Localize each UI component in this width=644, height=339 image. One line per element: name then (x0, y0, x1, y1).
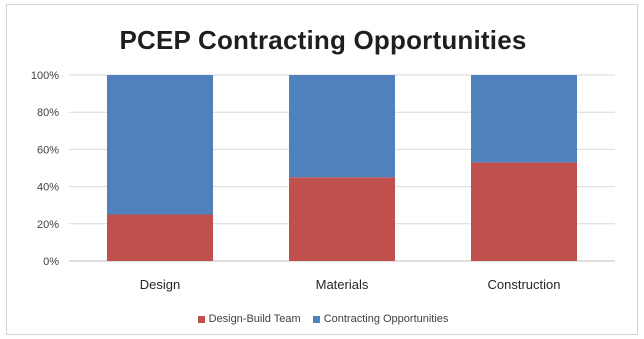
bar-design-contracting-opportunities (107, 75, 213, 215)
legend-item-design-build-team: Design-Build Team (197, 313, 301, 325)
x-category-label: Materials (316, 277, 369, 292)
y-tick-label: 100% (31, 70, 59, 82)
bar-design-design-build-team (107, 214, 213, 261)
legend-label-design-build-team: Design-Build Team (208, 313, 301, 325)
bar-construction-design-build-team (471, 162, 577, 261)
legend-item-contracting-opportunities: Contracting Opportunities (312, 313, 449, 325)
y-tick-label: 60% (37, 144, 59, 156)
y-tick-label: 40% (37, 182, 59, 194)
x-axis-categories: Design Materials Construction (140, 277, 561, 292)
x-category-label: Construction (488, 277, 561, 292)
y-axis-ticks: 0% 20% 40% 60% 80% 100% (31, 70, 59, 268)
y-tick-label: 0% (43, 256, 59, 268)
legend-swatch-contracting-opportunities (312, 315, 320, 323)
bar-construction-contracting-opportunities (471, 75, 577, 163)
chart-frame: PCEP Contracting Opportunities 0% 20% 40% 6… (6, 4, 638, 335)
bar-materials-contracting-opportunities (289, 75, 395, 178)
y-tick-label: 20% (37, 219, 59, 231)
legend-swatch-design-build-team (197, 315, 205, 323)
legend-label-contracting-opportunities: Contracting Opportunities (323, 313, 449, 325)
chart-plot: 0% 20% 40% 60% 80% 100% Design Materials Constr… (31, 70, 615, 292)
y-tick-label: 80% (37, 107, 59, 119)
x-category-label: Design (140, 277, 180, 292)
legend: Design-Build Team Contracting Opportunit… (7, 313, 639, 325)
bars (107, 75, 577, 261)
bar-materials-design-build-team (289, 177, 395, 261)
chart-title: PCEP Contracting Opportunities (119, 25, 527, 55)
